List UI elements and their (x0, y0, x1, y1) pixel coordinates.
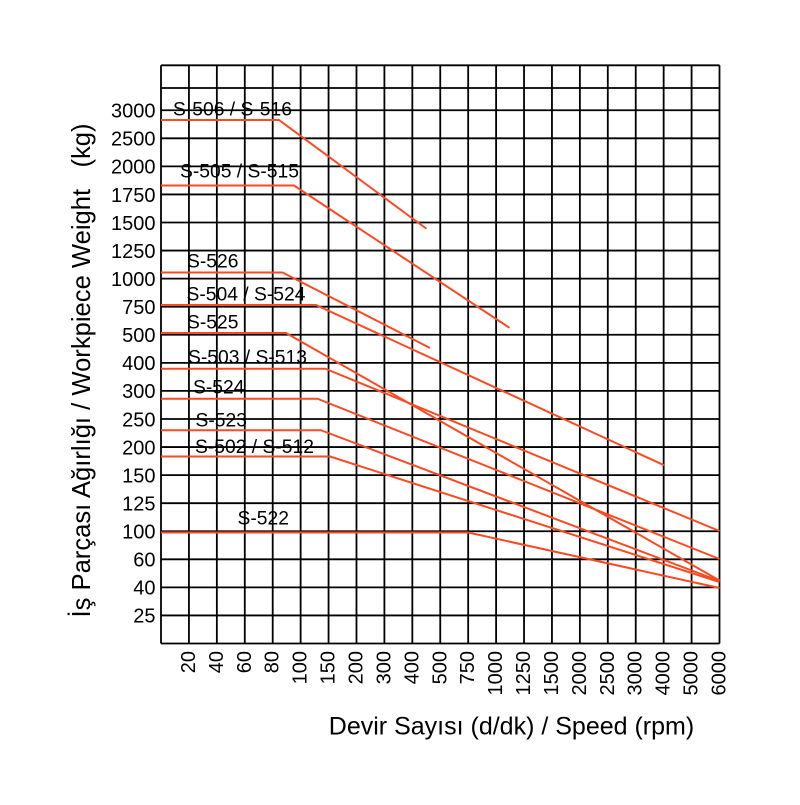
svg-text:400: 400 (401, 651, 423, 684)
svg-text:500: 500 (122, 325, 155, 347)
svg-text:25: 25 (133, 606, 155, 628)
svg-text:300: 300 (122, 381, 155, 403)
svg-text:1250: 1250 (111, 241, 156, 263)
svg-text:S-504 / S-524: S-504 / S-524 (187, 285, 306, 306)
svg-text:1500: 1500 (111, 213, 156, 235)
svg-text:300: 300 (373, 651, 395, 684)
svg-text:1750: 1750 (111, 185, 156, 207)
svg-text:1000: 1000 (111, 269, 156, 291)
svg-text:750: 750 (122, 297, 155, 319)
svg-text:S-503 / S-513: S-503 / S-513 (188, 348, 307, 369)
svg-text:5000: 5000 (681, 651, 703, 696)
svg-text:200: 200 (122, 437, 155, 459)
svg-text:60: 60 (234, 651, 256, 673)
svg-text:3000: 3000 (111, 101, 156, 123)
svg-text:İş Parçası Ağırlığı / Workpiec: İş Parçası Ağırlığı / Workpiece Weight (… (67, 123, 96, 617)
svg-text:2500: 2500 (111, 129, 156, 151)
svg-text:1250: 1250 (513, 651, 535, 696)
svg-text:S-524: S-524 (193, 378, 245, 399)
svg-text:S-505 / S-515: S-505 / S-515 (180, 162, 299, 183)
svg-text:Devir Sayısı (d/dk) / Speed (r: Devir Sayısı (d/dk) / Speed (rpm) (329, 713, 694, 741)
svg-text:4000: 4000 (653, 651, 675, 696)
svg-text:3000: 3000 (625, 651, 647, 696)
svg-text:150: 150 (318, 651, 340, 684)
svg-text:200: 200 (345, 651, 367, 684)
svg-text:40: 40 (133, 578, 155, 600)
svg-text:S-522: S-522 (238, 509, 289, 530)
svg-text:6000: 6000 (709, 651, 731, 696)
svg-text:S-506 / S-516: S-506 / S-516 (173, 100, 292, 121)
svg-text:S-526: S-526 (187, 252, 238, 273)
svg-text:1000: 1000 (485, 651, 507, 696)
svg-text:125: 125 (122, 493, 155, 515)
svg-text:20: 20 (178, 651, 200, 673)
svg-text:S-523: S-523 (196, 411, 247, 432)
svg-text:40: 40 (206, 651, 228, 673)
svg-text:400: 400 (122, 353, 155, 375)
svg-text:S-502 / S-512: S-502 / S-512 (195, 437, 314, 458)
svg-text:750: 750 (457, 651, 479, 684)
svg-text:80: 80 (262, 651, 284, 673)
svg-text:500: 500 (429, 651, 451, 684)
svg-text:60: 60 (133, 550, 155, 572)
svg-text:150: 150 (122, 465, 155, 487)
svg-text:250: 250 (122, 409, 155, 431)
svg-text:2000: 2000 (111, 157, 156, 179)
svg-text:S-525: S-525 (187, 313, 238, 334)
svg-text:1500: 1500 (541, 651, 563, 696)
svg-text:100: 100 (290, 651, 312, 684)
svg-text:100: 100 (122, 522, 155, 544)
svg-text:2000: 2000 (569, 651, 591, 696)
svg-text:2500: 2500 (597, 651, 619, 696)
